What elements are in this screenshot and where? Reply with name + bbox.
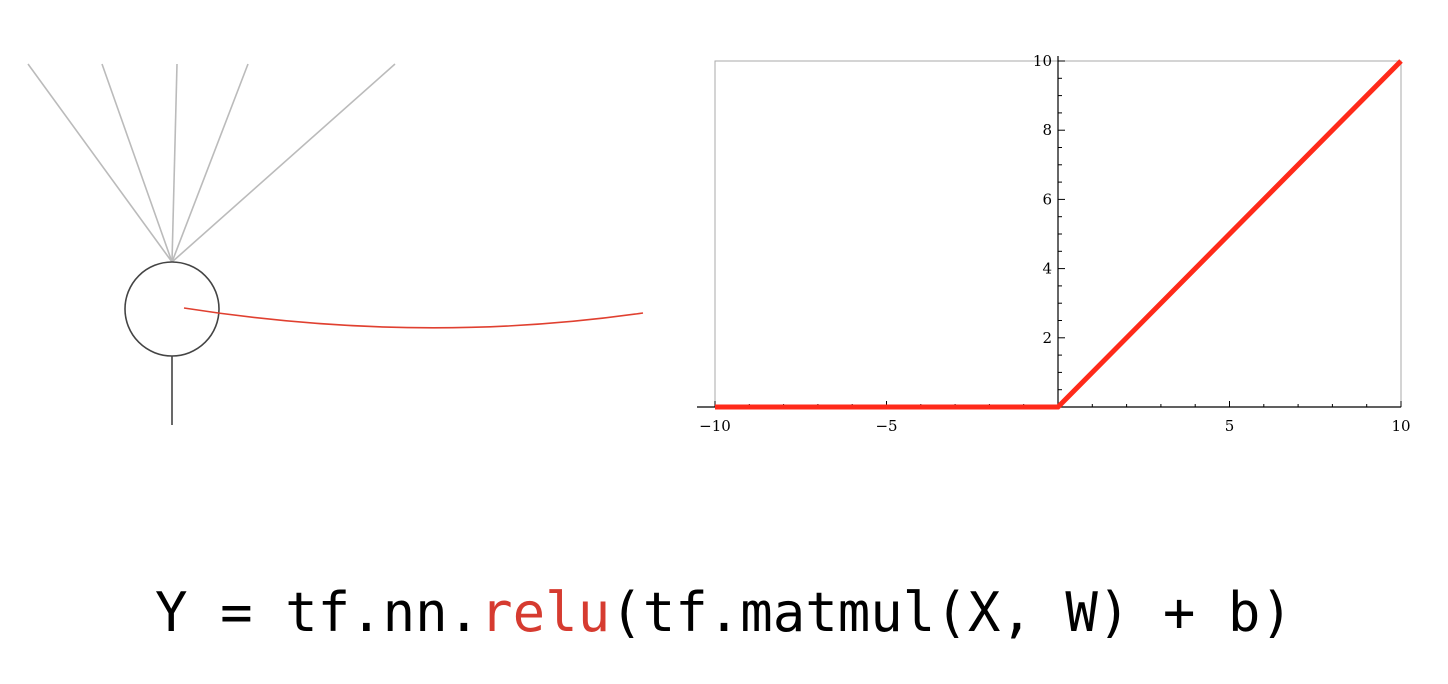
y-tick-label: 8 — [1042, 121, 1052, 139]
y-tick-label: 10 — [1033, 52, 1052, 70]
x-tick-label: −10 — [699, 417, 731, 435]
input-line-5 — [171, 63, 396, 263]
neuron-diagram — [27, 63, 644, 425]
formula-prefix: Y = tf.nn. — [155, 581, 481, 644]
x-tick-label: −5 — [875, 417, 897, 435]
neuron-circle — [124, 261, 220, 357]
formula-suffix: (tf.matmul(X, W) + b) — [610, 581, 1293, 644]
y-tick-label: 2 — [1042, 329, 1052, 347]
input-line-4 — [171, 63, 249, 263]
x-tick-label: 10 — [1391, 417, 1410, 435]
tensorflow-formula: Y = tf.nn.relu(tf.matmul(X, W) + b) — [0, 568, 1448, 658]
formula-function-name: relu — [480, 581, 611, 644]
activation-connector — [183, 307, 644, 329]
input-line-3 — [171, 63, 178, 263]
input-line-1 — [27, 63, 173, 263]
chart-series — [715, 59, 1403, 410]
y-axis-ticks — [1058, 60, 1065, 391]
y-tick-labels: 2 4 6 8 10 — [1033, 52, 1052, 347]
input-line-2 — [101, 63, 173, 263]
relu-chart: −10 −5 5 10 2 4 6 8 10 — [697, 52, 1411, 435]
y-tick-label: 6 — [1042, 190, 1052, 208]
x-tick-labels: −10 −5 5 10 — [699, 417, 1410, 435]
relu-series-line — [715, 59, 1403, 410]
y-tick-label: 4 — [1042, 260, 1052, 278]
x-tick-label: 5 — [1225, 417, 1235, 435]
